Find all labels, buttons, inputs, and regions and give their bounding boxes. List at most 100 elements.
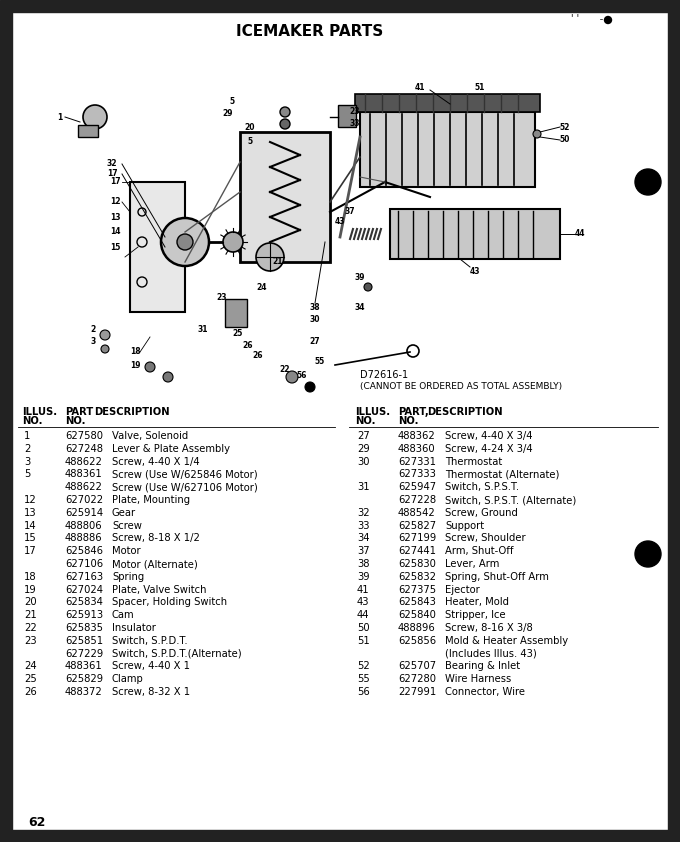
Text: Ejector: Ejector xyxy=(445,584,480,594)
Text: 625840: 625840 xyxy=(398,610,436,621)
Circle shape xyxy=(83,105,107,129)
Text: 19: 19 xyxy=(24,584,37,594)
Bar xyxy=(0,10,12,832)
Text: Support: Support xyxy=(445,520,484,530)
Text: 627441: 627441 xyxy=(398,546,436,557)
Text: 44: 44 xyxy=(357,610,369,621)
Text: 34: 34 xyxy=(357,533,369,543)
Text: Bearing & Inlet: Bearing & Inlet xyxy=(445,662,520,671)
Circle shape xyxy=(145,362,155,372)
Text: 15: 15 xyxy=(24,533,37,543)
Text: 625851: 625851 xyxy=(65,636,103,646)
Text: 625834: 625834 xyxy=(65,598,103,607)
Text: Screw, 4-40 X 1: Screw, 4-40 X 1 xyxy=(112,662,190,671)
Text: ICEMAKER PARTS: ICEMAKER PARTS xyxy=(237,24,384,40)
Text: 625832: 625832 xyxy=(398,572,436,582)
Text: 488372: 488372 xyxy=(65,687,103,697)
Text: 51: 51 xyxy=(475,83,486,92)
Text: Wire Harness: Wire Harness xyxy=(445,674,511,685)
Circle shape xyxy=(280,119,290,129)
Text: 5: 5 xyxy=(229,98,235,106)
Text: (CANNOT BE ORDERED AS TOTAL ASSEMBLY): (CANNOT BE ORDERED AS TOTAL ASSEMBLY) xyxy=(360,382,562,392)
Text: 14: 14 xyxy=(24,520,37,530)
Text: 50: 50 xyxy=(560,136,571,145)
Text: NO.: NO. xyxy=(398,416,418,426)
Text: 20: 20 xyxy=(245,122,255,131)
Text: (Includes Illus. 43): (Includes Illus. 43) xyxy=(445,648,537,658)
Text: 51: 51 xyxy=(357,636,370,646)
Text: 20: 20 xyxy=(24,598,37,607)
Text: D72616-1: D72616-1 xyxy=(360,370,408,380)
Text: Screw, 4-40 X 3/4: Screw, 4-40 X 3/4 xyxy=(445,431,532,441)
Text: 488896: 488896 xyxy=(398,623,436,633)
Circle shape xyxy=(364,283,372,291)
Text: 22: 22 xyxy=(279,365,290,374)
Text: 488622: 488622 xyxy=(65,456,103,466)
Text: 13: 13 xyxy=(109,212,120,221)
Text: 50: 50 xyxy=(357,623,370,633)
Text: Connector, Wire: Connector, Wire xyxy=(445,687,525,697)
Text: NO.: NO. xyxy=(65,416,86,426)
Text: PART: PART xyxy=(65,407,93,417)
Bar xyxy=(130,182,185,312)
Text: 1: 1 xyxy=(24,431,31,441)
Text: ' ': ' ' xyxy=(571,14,579,24)
Text: 13: 13 xyxy=(24,508,37,518)
Text: 625856: 625856 xyxy=(398,636,436,646)
Text: Switch, S.P.D.T.: Switch, S.P.D.T. xyxy=(112,636,188,646)
Text: 30: 30 xyxy=(310,315,320,323)
Text: 488806: 488806 xyxy=(65,520,103,530)
Text: Mold & Heater Assembly: Mold & Heater Assembly xyxy=(445,636,568,646)
Text: 14: 14 xyxy=(109,227,120,237)
Text: 12: 12 xyxy=(109,198,120,206)
Text: 488361: 488361 xyxy=(65,662,103,671)
Text: Heater, Mold: Heater, Mold xyxy=(445,598,509,607)
Circle shape xyxy=(305,382,315,392)
Text: 52: 52 xyxy=(560,122,571,131)
Text: 19: 19 xyxy=(130,360,140,370)
Text: Plate, Mounting: Plate, Mounting xyxy=(112,495,190,505)
Text: 12: 12 xyxy=(24,495,37,505)
Bar xyxy=(0,0,680,12)
Text: 625829: 625829 xyxy=(65,674,103,685)
Text: 43: 43 xyxy=(470,267,480,275)
Circle shape xyxy=(256,243,284,271)
Text: 227991: 227991 xyxy=(398,687,437,697)
Text: 30: 30 xyxy=(357,456,369,466)
Text: Motor (Alternate): Motor (Alternate) xyxy=(112,559,198,569)
Text: 29: 29 xyxy=(223,109,233,119)
Text: 488886: 488886 xyxy=(65,533,103,543)
Text: 31: 31 xyxy=(198,324,208,333)
Circle shape xyxy=(286,371,298,383)
Text: 5: 5 xyxy=(24,469,31,479)
Text: Spring: Spring xyxy=(112,572,144,582)
Text: Plate, Valve Switch: Plate, Valve Switch xyxy=(112,584,207,594)
Text: 1: 1 xyxy=(57,113,63,121)
Text: 24: 24 xyxy=(257,283,267,291)
Text: Screw, Ground: Screw, Ground xyxy=(445,508,518,518)
Text: 625835: 625835 xyxy=(65,623,103,633)
Text: Screw, 4-40 X 1/4: Screw, 4-40 X 1/4 xyxy=(112,456,200,466)
Text: 26: 26 xyxy=(24,687,37,697)
Text: 627331: 627331 xyxy=(398,456,436,466)
Text: 29: 29 xyxy=(357,444,370,454)
Text: Thermostat: Thermostat xyxy=(445,456,503,466)
Text: 625913: 625913 xyxy=(65,610,103,621)
Text: 26: 26 xyxy=(253,351,263,360)
Text: 3: 3 xyxy=(90,338,96,347)
Text: Screw, Shoulder: Screw, Shoulder xyxy=(445,533,526,543)
Text: Cam: Cam xyxy=(112,610,135,621)
Text: Thermostat (Alternate): Thermostat (Alternate) xyxy=(445,469,560,479)
Circle shape xyxy=(223,232,243,252)
Text: Insulator: Insulator xyxy=(112,623,156,633)
Text: 41: 41 xyxy=(357,584,370,594)
Text: 17: 17 xyxy=(24,546,37,557)
Text: Screw (Use W/627106 Motor): Screw (Use W/627106 Motor) xyxy=(112,482,258,493)
Text: ILLUS.: ILLUS. xyxy=(22,407,57,417)
Text: 17: 17 xyxy=(109,178,120,186)
Circle shape xyxy=(635,169,661,195)
Text: 52: 52 xyxy=(357,662,370,671)
Text: 627022: 627022 xyxy=(65,495,103,505)
Text: 627333: 627333 xyxy=(398,469,436,479)
Text: 23: 23 xyxy=(24,636,37,646)
